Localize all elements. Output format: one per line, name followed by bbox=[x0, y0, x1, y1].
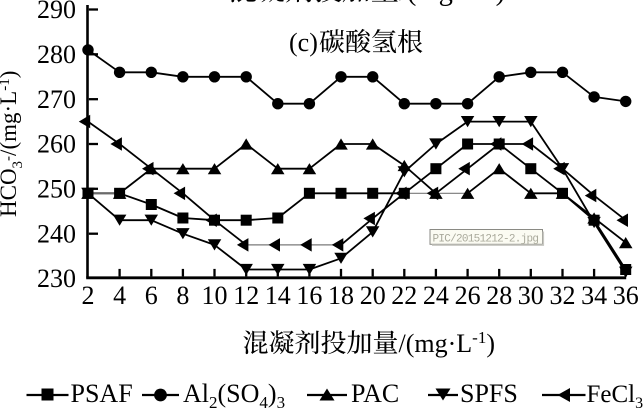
svg-text:SPFS: SPFS bbox=[460, 379, 518, 408]
svg-text:Al2(SO4)3: Al2(SO4)3 bbox=[183, 379, 285, 411]
svg-text:10: 10 bbox=[202, 281, 228, 310]
svg-text:22: 22 bbox=[391, 281, 417, 310]
svg-text:260: 260 bbox=[37, 130, 76, 159]
svg-text:20: 20 bbox=[360, 281, 386, 310]
svg-text:6: 6 bbox=[145, 281, 158, 310]
svg-text:32: 32 bbox=[550, 281, 576, 310]
svg-text:16: 16 bbox=[296, 281, 322, 310]
svg-text:4: 4 bbox=[113, 281, 126, 310]
svg-text:12: 12 bbox=[233, 281, 259, 310]
svg-text:26: 26 bbox=[455, 281, 481, 310]
svg-text:34: 34 bbox=[581, 281, 607, 310]
svg-text:28: 28 bbox=[486, 281, 512, 310]
svg-text:PSAF: PSAF bbox=[71, 379, 133, 408]
svg-text:PAC: PAC bbox=[351, 379, 399, 408]
svg-text:(c): (c) bbox=[289, 28, 318, 57]
svg-text:FeCl3: FeCl3 bbox=[587, 381, 643, 411]
svg-text:8: 8 bbox=[176, 281, 189, 310]
svg-text:14: 14 bbox=[265, 281, 291, 310]
svg-text:240: 240 bbox=[37, 219, 76, 248]
svg-text:PIC/20151212-2.jpg: PIC/20151212-2.jpg bbox=[433, 234, 540, 246]
svg-text:18: 18 bbox=[328, 281, 354, 310]
svg-text:230: 230 bbox=[37, 264, 76, 293]
svg-text:280: 280 bbox=[37, 40, 76, 69]
svg-text:30: 30 bbox=[518, 281, 544, 310]
svg-text:290: 290 bbox=[37, 0, 76, 24]
svg-text:2: 2 bbox=[82, 281, 95, 310]
svg-text:250: 250 bbox=[37, 175, 76, 204]
svg-text:36: 36 bbox=[613, 281, 639, 310]
svg-text:270: 270 bbox=[37, 85, 76, 114]
svg-text:24: 24 bbox=[423, 281, 449, 310]
